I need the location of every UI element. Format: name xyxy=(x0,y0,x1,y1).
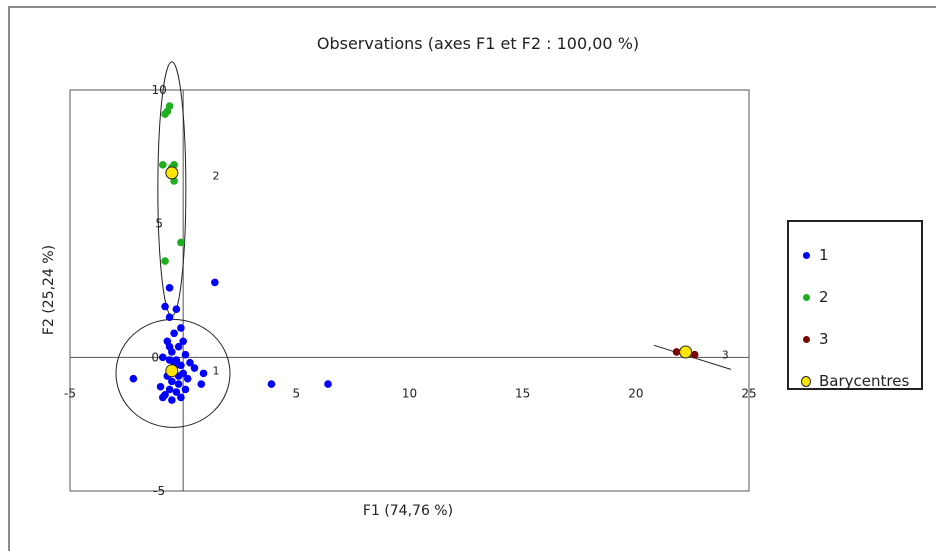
y-tick-label: -5 xyxy=(153,484,165,498)
cluster-label: 3 xyxy=(722,349,729,362)
confidence-ellipses xyxy=(115,61,732,428)
legend-marker xyxy=(801,293,811,301)
y-tick-label: 10 xyxy=(152,83,167,97)
legend-item: Barycentres xyxy=(789,360,921,402)
data-point-series-1 xyxy=(267,380,276,388)
data-point-series-1 xyxy=(183,374,192,383)
data-point-series-1 xyxy=(129,374,138,383)
barycentre-point xyxy=(165,364,179,378)
data-point-series-1 xyxy=(324,380,332,388)
data-point-series-2 xyxy=(161,257,169,265)
data-point-series-1 xyxy=(158,393,167,402)
chart-frame xyxy=(8,6,936,551)
ellipse-cluster-1 xyxy=(115,318,231,428)
x-tick-label: 5 xyxy=(293,386,301,400)
x-tick-label: -5 xyxy=(64,386,76,400)
data-point-series-1 xyxy=(168,377,176,386)
data-point-series-1 xyxy=(177,393,185,402)
data-point-series-1 xyxy=(211,278,219,287)
data-point-series-1 xyxy=(168,396,176,404)
legend-marker xyxy=(801,335,811,343)
legend-label: Barycentres xyxy=(819,372,910,390)
data-points xyxy=(129,102,699,404)
data-point-series-1 xyxy=(165,313,174,322)
legend-label: 3 xyxy=(819,330,829,348)
x-tick-label: 15 xyxy=(515,386,530,400)
plot-area xyxy=(69,89,750,492)
legend-marker xyxy=(801,251,811,259)
barycentre-point xyxy=(165,166,179,180)
data-point-series-2 xyxy=(158,161,167,169)
data-point-series-1 xyxy=(199,369,208,378)
legend-marker xyxy=(801,375,811,387)
data-point-series-2 xyxy=(177,238,185,247)
chart-title: Observations (axes F1 et F2 : 100,00 %) xyxy=(317,34,639,53)
cluster-label: 2 xyxy=(212,170,219,183)
x-tick-label: 10 xyxy=(402,386,417,400)
y-tick-label: 5 xyxy=(155,217,163,231)
x-axis-title: F1 (74,76 %) xyxy=(363,503,453,519)
legend-item: 1 xyxy=(789,234,921,276)
data-point-series-1 xyxy=(156,382,165,391)
data-point-series-2 xyxy=(161,110,169,118)
data-point-series-1 xyxy=(172,305,181,314)
data-point-series-1 xyxy=(174,380,183,388)
legend-item: 3 xyxy=(789,318,921,360)
data-point-series-1 xyxy=(177,324,185,332)
data-point-series-1 xyxy=(181,350,190,359)
legend-item: 2 xyxy=(789,276,921,318)
data-point-series-1 xyxy=(172,388,181,396)
data-point-series-1 xyxy=(161,302,169,311)
data-point-series-1 xyxy=(170,329,178,338)
data-point-series-1 xyxy=(177,361,185,370)
y-axis-title: F2 (25,24 %) xyxy=(41,245,57,335)
origin-tick-label: 0 xyxy=(151,350,159,364)
x-tick-label: 25 xyxy=(741,386,756,400)
cluster-labels: 2 1 3 xyxy=(212,170,728,378)
data-point-series-1 xyxy=(186,358,194,367)
data-point-series-1 xyxy=(165,385,174,394)
cluster-label: 1 xyxy=(212,365,219,378)
tick-labels: -5 5 10 15 20 25 -5 5 10 0 xyxy=(64,83,757,498)
ellipse-cluster-2 xyxy=(157,61,187,317)
data-point-series-3 xyxy=(672,348,681,356)
data-point-series-3 xyxy=(690,350,699,359)
data-point-series-1 xyxy=(165,284,174,292)
data-point-series-1 xyxy=(174,342,183,351)
legend: 1 2 3 Barycentres xyxy=(787,220,923,390)
barycentre-point xyxy=(679,345,693,359)
data-point-series-1 xyxy=(190,364,199,372)
data-point-series-1 xyxy=(165,342,174,351)
data-point-series-1 xyxy=(179,337,187,346)
data-point-series-1 xyxy=(158,353,167,362)
data-point-series-1 xyxy=(197,380,206,388)
data-point-series-1 xyxy=(165,356,174,364)
legend-label: 2 xyxy=(819,288,829,306)
data-point-series-1 xyxy=(181,385,190,394)
legend-label: 1 xyxy=(819,246,829,264)
x-tick-label: 20 xyxy=(628,386,643,400)
